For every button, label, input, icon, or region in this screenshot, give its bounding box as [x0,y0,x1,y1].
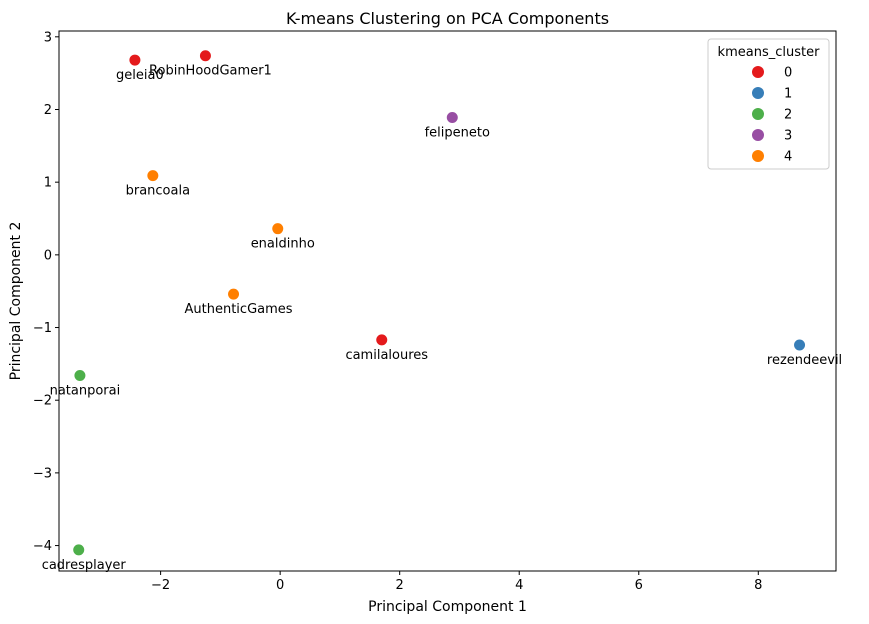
point-label: felipeneto [425,125,490,140]
legend-label: 1 [784,87,792,102]
x-tick-label: 8 [754,578,762,593]
legend: kmeans_cluster 0 1 2 3 4 [707,38,830,170]
legend-marker [752,150,764,162]
point-label: RobinHoodGamer1 [149,64,272,79]
legend-label: 3 [784,129,792,144]
plot-frame [58,30,837,572]
data-point [72,543,86,557]
point-label: cadresplayer [42,558,127,573]
x-tick-label: 2 [396,578,404,593]
y-axis-label: Principal Component 2 [8,222,24,381]
data-point [128,53,142,67]
legend-label: 2 [784,108,792,123]
y-tick-label: −4 [33,539,52,554]
legend-box [707,38,830,170]
data-point [227,287,241,301]
y-tick-label: −3 [33,466,52,481]
legend-title: kmeans_cluster [718,45,821,60]
point-label: brancoala [126,184,190,199]
legend-marker [752,129,764,141]
data-point [445,110,459,124]
y-tick-label: 2 [44,103,52,118]
legend-label: 0 [784,66,792,81]
point-label: camilaloures [345,348,428,363]
x-tick-label: 6 [635,578,643,593]
point-label: enaldinho [251,237,315,252]
point-label: AuthenticGames [185,302,293,317]
x-tick-label: 0 [276,578,284,593]
y-tick-label: 0 [44,248,52,263]
x-axis-label: Principal Component 1 [368,599,527,615]
y-tick-label: 3 [44,30,52,45]
legend-marker [752,108,764,120]
data-point [146,169,160,183]
point-label: natanporai [50,383,121,398]
data-point [793,338,807,352]
data-point [73,368,87,382]
legend-marker [752,87,764,99]
y-tick-label: 1 [44,176,52,191]
x-tick-label: 4 [515,578,523,593]
point-label: rezendeevil [767,353,842,368]
x-tick-label: −2 [151,578,170,593]
data-point [198,49,212,63]
legend-marker [752,66,764,78]
y-tick-label: −1 [33,321,52,336]
y-tick-label: −2 [33,394,52,409]
data-point [271,222,285,236]
legend-label: 4 [784,150,792,165]
chart-title: K-means Clustering on PCA Components [286,9,609,28]
data-point [375,333,389,347]
point-label: geleia0 [116,68,164,83]
